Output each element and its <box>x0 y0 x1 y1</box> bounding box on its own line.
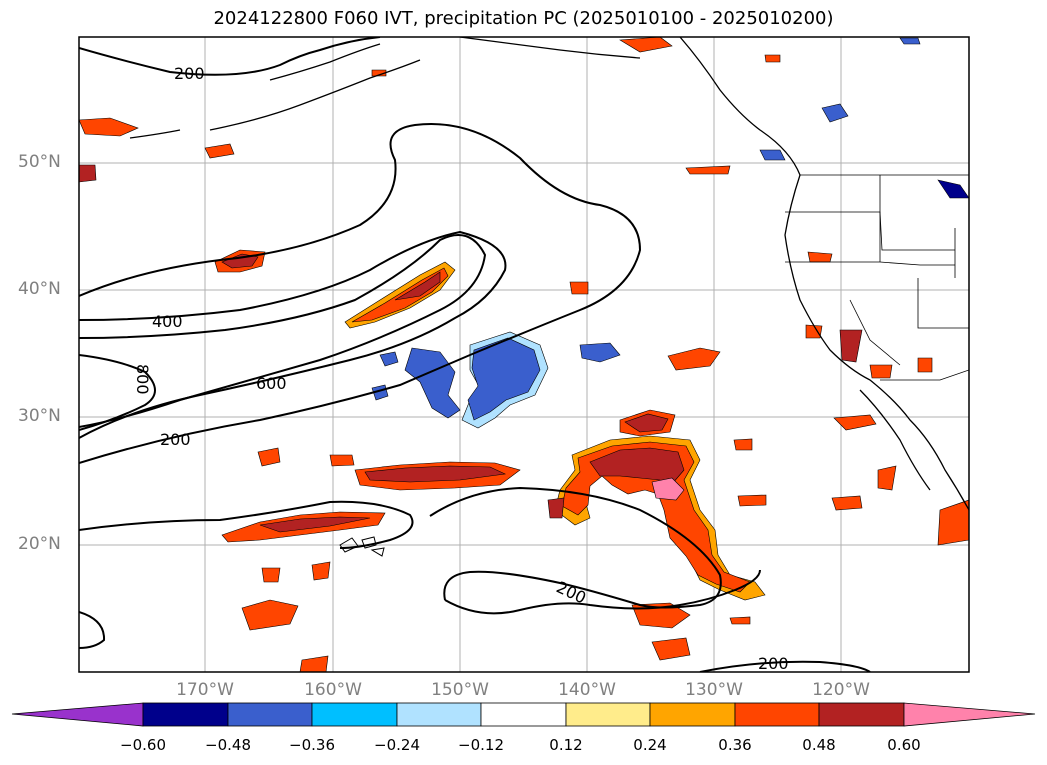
colorbar-tick: −0.48 <box>205 736 251 754</box>
colorbar-bin <box>480 702 567 727</box>
hawaii-islands <box>339 536 385 557</box>
colorbar-bin <box>818 702 905 727</box>
contour-label: 800 <box>133 364 152 395</box>
colorbar-bin <box>565 702 651 727</box>
colorbar-bin <box>734 702 820 727</box>
political-borders <box>785 174 969 381</box>
coastlines <box>129 37 969 511</box>
contour-label: 600 <box>256 374 287 393</box>
colorbar-tick: 0.48 <box>802 736 836 754</box>
colorbar-tick: 0.24 <box>633 736 667 754</box>
contour-label: 400 <box>152 312 183 331</box>
ivt-contours <box>79 37 871 672</box>
colorbar-overflow <box>903 702 1036 727</box>
lon-label-170w: 170°W <box>176 680 234 700</box>
map-frame <box>78 36 970 673</box>
colorbar-bin <box>227 702 313 727</box>
contour-label: 200 <box>758 654 789 673</box>
lon-label-160w: 160°W <box>304 680 362 700</box>
map-title: 2024122800 F060 IVT, precipitation PC (2… <box>213 8 834 29</box>
lat-label-30n: 30°N <box>18 406 61 426</box>
colorbar-bin <box>142 702 229 727</box>
lat-label-50n: 50°N <box>18 152 61 172</box>
lon-label-150w: 150°W <box>431 680 489 700</box>
colorbar-tick: 0.36 <box>718 736 752 754</box>
positive-anomaly-areas <box>79 37 969 672</box>
colorbar <box>11 702 1036 727</box>
colorbar-tick: 0.60 <box>887 736 921 754</box>
colorbar-tick: −0.12 <box>458 736 504 754</box>
colorbar-tick: −0.36 <box>289 736 335 754</box>
colorbar-tick: −0.24 <box>374 736 420 754</box>
colorbar-bin <box>649 702 736 727</box>
contour-label: 200 <box>160 430 191 449</box>
lat-label-20n: 20°N <box>18 534 61 554</box>
contour-label: 200 <box>174 64 205 83</box>
lon-label-140w: 140°W <box>558 680 616 700</box>
lon-label-120w: 120°W <box>812 680 870 700</box>
colorbar-underflow <box>11 702 144 727</box>
colorbar-tick: −0.60 <box>120 736 166 754</box>
colorbar-bin <box>311 702 398 727</box>
colorbar-tick: 0.12 <box>549 736 583 754</box>
lat-label-40n: 40°N <box>18 279 61 299</box>
colorbar-bin <box>396 702 482 727</box>
lon-label-130w: 130°W <box>685 680 743 700</box>
